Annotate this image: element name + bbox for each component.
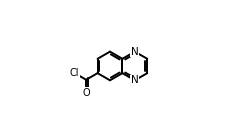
Text: O: O bbox=[82, 88, 90, 98]
Text: N: N bbox=[130, 47, 138, 57]
Text: N: N bbox=[130, 75, 138, 85]
Text: Cl: Cl bbox=[69, 68, 79, 78]
